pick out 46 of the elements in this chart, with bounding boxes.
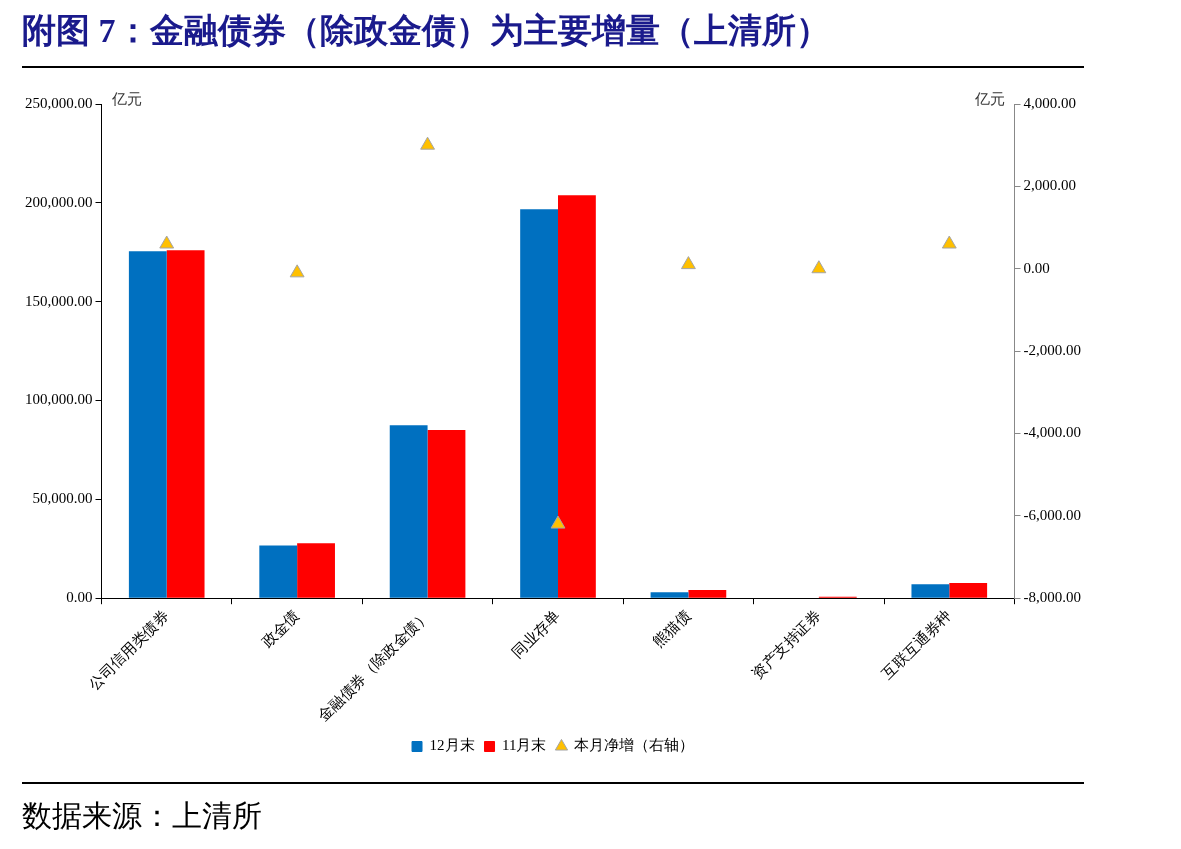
point bbox=[811, 260, 827, 274]
y2-tick-label: -8,000.00 bbox=[1023, 589, 1081, 606]
x-tick-label: 政金债 bbox=[258, 607, 303, 651]
bar bbox=[520, 209, 558, 598]
point bbox=[941, 235, 957, 249]
y2-tick-label: 2,000.00 bbox=[1023, 177, 1076, 194]
source-note: 数据来源：上清所 bbox=[22, 782, 1084, 837]
bar bbox=[259, 545, 298, 598]
bar bbox=[128, 251, 167, 598]
bar bbox=[389, 425, 428, 598]
y2-tick-label: -2,000.00 bbox=[1023, 342, 1081, 359]
bar bbox=[688, 590, 727, 598]
legend-label: 11月末 bbox=[502, 737, 547, 754]
y-tick-label: 200,000.00 bbox=[25, 193, 93, 210]
y-tick-label: 100,000.00 bbox=[25, 391, 93, 408]
point bbox=[681, 256, 696, 270]
y-tick-label: 250,000.00 bbox=[25, 94, 93, 111]
y2-tick-label: -6,000.00 bbox=[1023, 506, 1081, 523]
y-tick-label: 0.00 bbox=[66, 589, 93, 606]
x-tick-label: 熊猫债 bbox=[650, 607, 694, 651]
chart-title: 附图 7：金融债券（除政金债）为主要增量（上清所） bbox=[22, 8, 1084, 68]
bar bbox=[949, 582, 988, 598]
x-tick-label: 金融债券（除政金债） bbox=[315, 607, 433, 725]
x-tick-label: 同业存单 bbox=[509, 607, 563, 661]
y-tick-label: 150,000.00 bbox=[25, 292, 93, 309]
y-axis-title: 亿元 bbox=[110, 90, 142, 107]
bar bbox=[166, 250, 205, 598]
point bbox=[550, 515, 566, 529]
legend-label: 本月净增（右轴） bbox=[573, 737, 694, 754]
point bbox=[289, 264, 305, 278]
point bbox=[159, 235, 175, 249]
bar bbox=[911, 584, 950, 598]
bar bbox=[427, 429, 466, 598]
y2-tick-label: 4,000.00 bbox=[1023, 94, 1076, 111]
x-tick-label: 互联互通券种 bbox=[879, 607, 955, 683]
bar bbox=[650, 592, 689, 598]
x-tick-label: 公司信用类债券 bbox=[86, 607, 172, 693]
bar bbox=[297, 543, 335, 598]
y-tick-label: 50,000.00 bbox=[32, 490, 93, 507]
legend-label: 12月末 bbox=[429, 737, 475, 754]
y2-tick-label: -4,000.00 bbox=[1023, 424, 1081, 441]
y2-tick-label: 0.00 bbox=[1023, 259, 1050, 276]
point bbox=[420, 136, 435, 150]
bar bbox=[558, 195, 596, 598]
x-tick-label: 资产支持证券 bbox=[748, 607, 824, 683]
y2-axis-title: 亿元 bbox=[973, 90, 1005, 107]
